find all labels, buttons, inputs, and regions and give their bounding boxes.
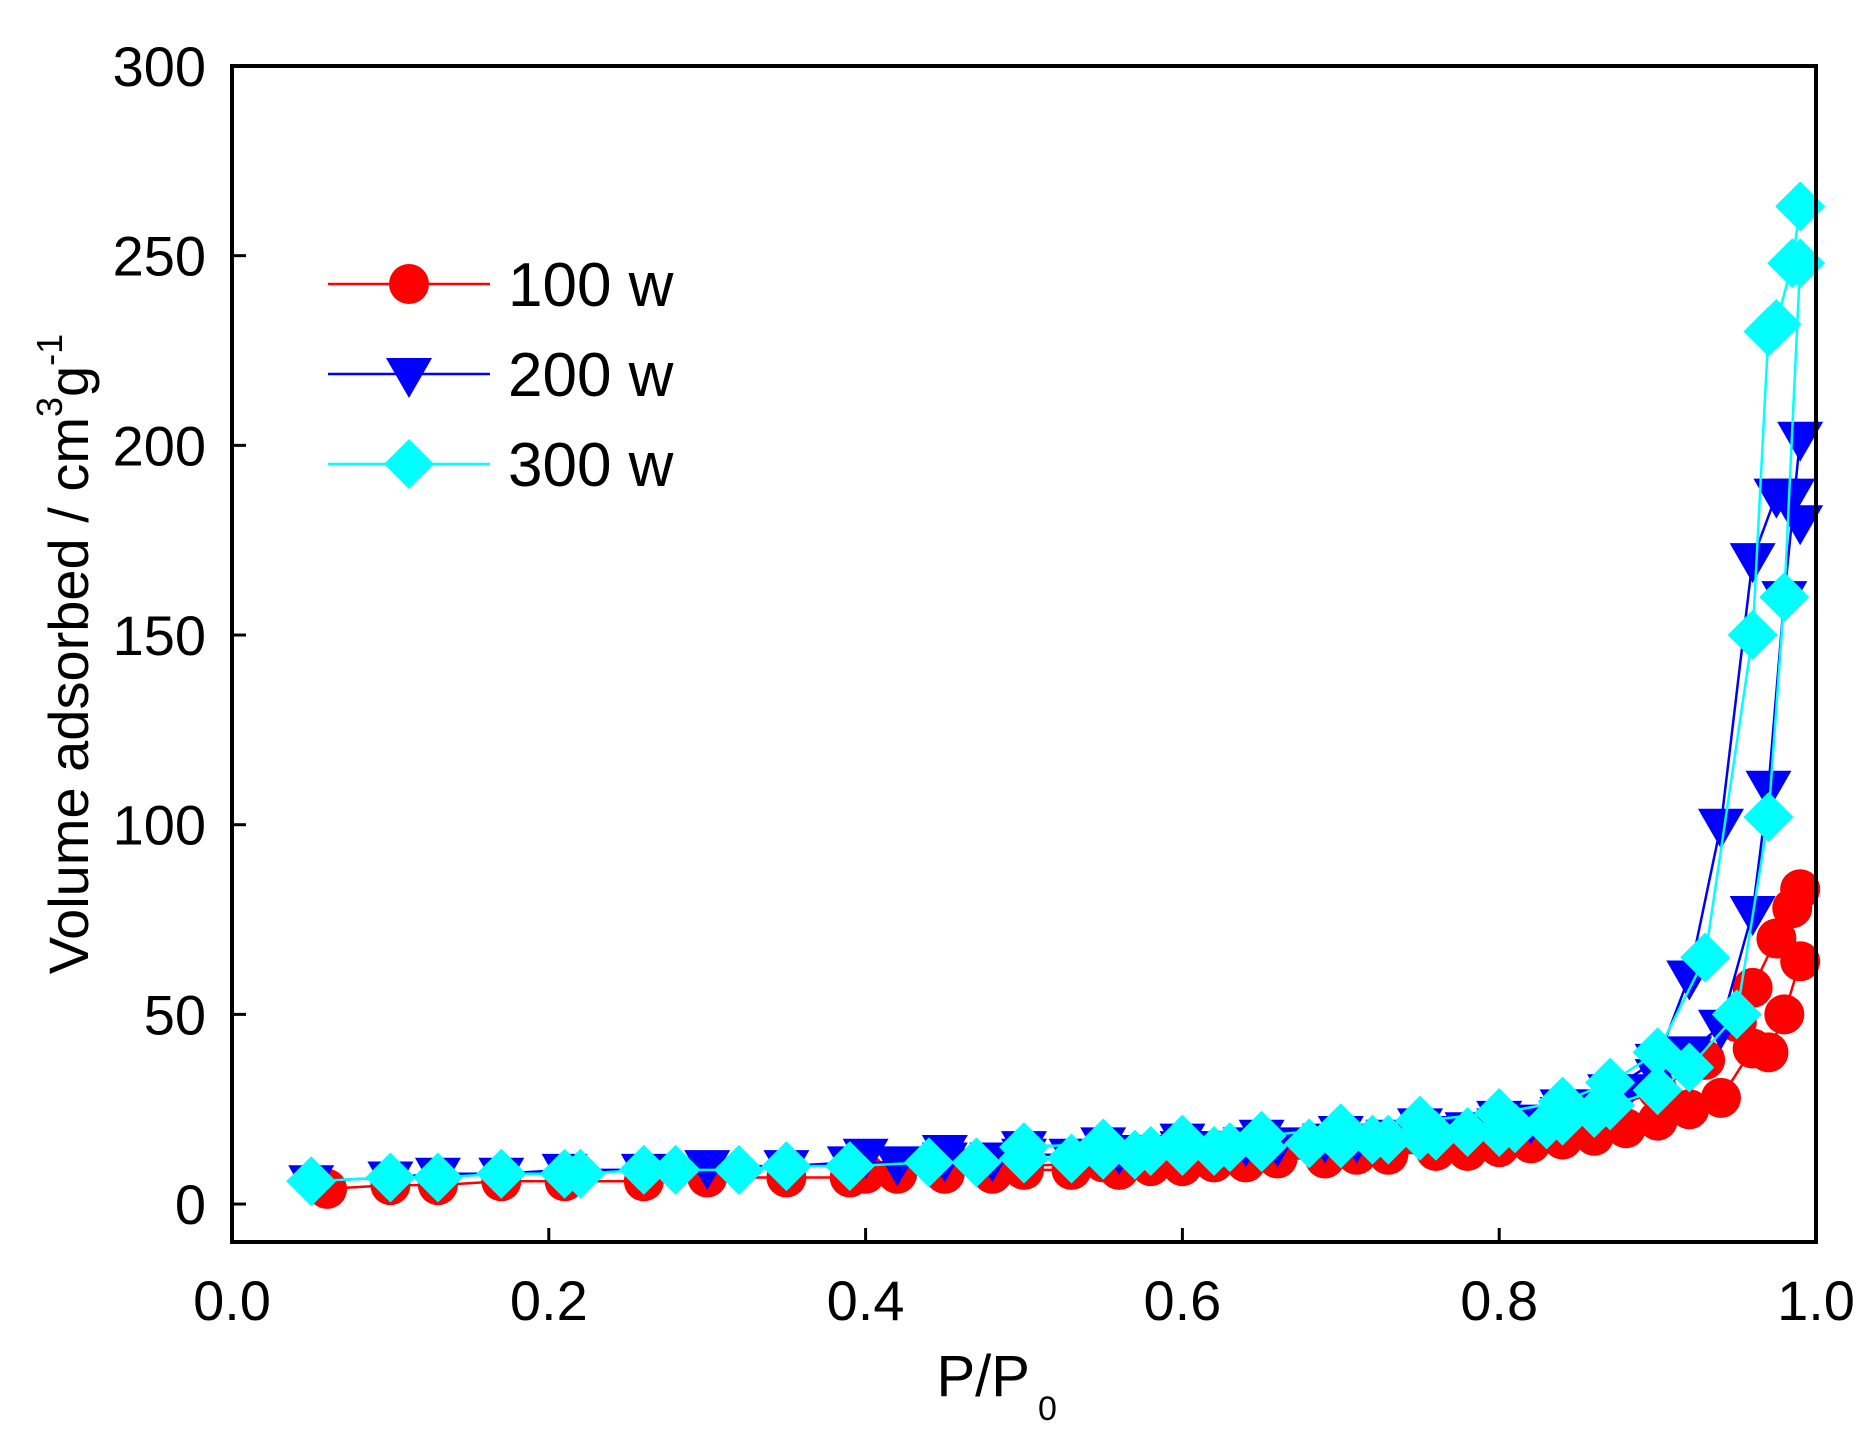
data-point (1743, 792, 1794, 843)
x-axis-label: P/P (937, 1344, 1031, 1409)
data-point (618, 1144, 669, 1195)
x-tick-label: 0.8 (1460, 1269, 1538, 1332)
legend-item: 300 w (328, 431, 674, 500)
data-point (1537, 1076, 1588, 1127)
data-point (874, 1146, 921, 1187)
x-axis-label-subscript: 0 (1038, 1390, 1057, 1428)
data-point (999, 1122, 1049, 1173)
x-axis-ticks: 0.0 0.2 0.4 0.6 0.8 1.0 (193, 1228, 1855, 1332)
data-point (1772, 888, 1813, 929)
data-point (951, 1137, 1002, 1188)
data-point (1637, 1100, 1678, 1141)
data-point (286, 1156, 337, 1207)
data-point (555, 1148, 606, 1199)
x-tick-label: 1.0 (1777, 1269, 1855, 1332)
data-point (1748, 1032, 1789, 1073)
y-axis-label-g: g (37, 366, 100, 397)
y-tick-label: 200 (113, 414, 206, 477)
y-axis-label: Volume adsorbed / cm3g-1 (29, 334, 100, 974)
data-point (412, 1152, 463, 1203)
data-point (1711, 989, 1762, 1040)
data-point (1753, 478, 1800, 519)
legend-label: 200 w (508, 341, 674, 410)
data-point (1632, 1027, 1683, 1078)
y-tick-label: 50 (144, 983, 206, 1046)
data-point (903, 1137, 954, 1188)
y-axis-label-main: Volume adsorbed / cm (37, 417, 100, 974)
y-axis-label-text: Volume adsorbed / cm3g-1 (29, 334, 100, 974)
y-axis-ticks: 0 50 100 150 200 250 300 (113, 35, 246, 1236)
x-tick-label: 0.2 (510, 1269, 588, 1332)
plot-frame (230, 64, 1818, 1244)
data-point (1669, 1089, 1710, 1130)
data-point (1697, 808, 1744, 849)
data-point (1777, 421, 1824, 462)
legend-label: 300 w (508, 431, 674, 500)
legend: 100 w 200 w 300 w (328, 251, 674, 500)
data-point (1363, 1114, 1414, 1165)
data-point (1680, 932, 1731, 983)
data-point (1585, 1057, 1636, 1108)
legend-item: 200 w (328, 341, 674, 410)
x-tick-label: 0.0 (193, 1269, 271, 1332)
legend-marker (384, 439, 434, 489)
data-point (761, 1141, 812, 1192)
data-point (365, 1152, 416, 1203)
data-point (1315, 1103, 1366, 1154)
x-tick-label: 0.4 (827, 1269, 905, 1332)
legend-marker (386, 358, 432, 398)
data-point (650, 1144, 701, 1195)
plot-layer (286, 181, 1826, 1209)
data-point (1442, 1106, 1493, 1157)
x-axis-label-main: P/P (937, 1344, 1031, 1409)
data-point (1157, 1114, 1208, 1165)
y-axis-label-sup2: -1 (29, 334, 70, 366)
data-point (1759, 572, 1810, 623)
data-point (1756, 918, 1797, 959)
y-tick-label: 100 (113, 794, 206, 857)
legend-label: 100 w (508, 251, 674, 320)
data-point (1764, 994, 1805, 1035)
legend-item: 100 w (328, 251, 674, 320)
data-point (1727, 610, 1778, 661)
data-point (1729, 543, 1776, 584)
data-point (1775, 181, 1826, 232)
y-tick-label: 0 (175, 1173, 206, 1236)
y-tick-label: 300 (113, 35, 206, 98)
y-axis-label-sup1: 3 (29, 397, 70, 417)
data-point (713, 1144, 764, 1195)
y-tick-label: 250 (113, 225, 206, 288)
data-point (1236, 1110, 1287, 1161)
data-point (1078, 1118, 1129, 1169)
data-point (1743, 306, 1794, 357)
series-2 (286, 181, 1826, 1207)
data-point (1632, 1065, 1683, 1116)
data-point (1395, 1095, 1445, 1146)
x-tick-label: 0.6 (1143, 1269, 1221, 1332)
data-point (1474, 1088, 1525, 1139)
y-tick-label: 150 (113, 604, 206, 667)
data-point (1767, 238, 1818, 289)
data-point (824, 1141, 875, 1192)
data-point (1745, 770, 1792, 811)
legend-marker (389, 264, 429, 304)
data-point (1700, 1077, 1741, 1118)
data-point (476, 1148, 527, 1199)
